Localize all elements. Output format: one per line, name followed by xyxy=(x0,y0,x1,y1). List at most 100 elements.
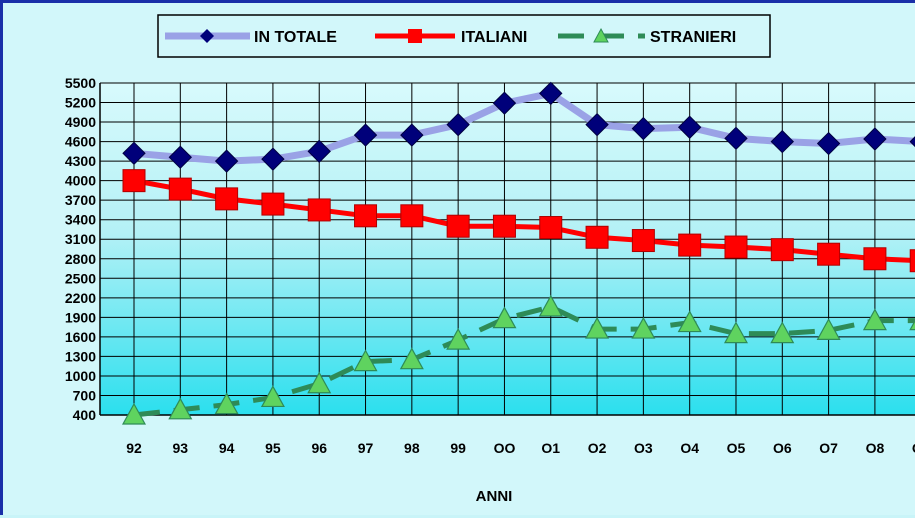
point-stranieri-O5 xyxy=(723,321,749,344)
point-stranieri-O7 xyxy=(816,318,841,340)
point-totale-O8 xyxy=(863,127,887,151)
y-tick-label: 700 xyxy=(73,387,97,403)
point-italiani-95 xyxy=(261,192,285,216)
point-italiani-O6 xyxy=(770,238,794,262)
line-chart: 400 700 1000 1300 1600 1900 2200 2500 2800 3100 34… xyxy=(65,14,915,505)
point-italiani-O8 xyxy=(863,247,887,271)
point-italiani-96 xyxy=(307,198,331,222)
point-italiani-O9 xyxy=(909,249,915,273)
y-tick-label: 4900 xyxy=(65,114,96,130)
point-italiani-OO xyxy=(492,214,516,238)
y-tick-label: 2500 xyxy=(65,270,96,286)
x-tick-label: O4 xyxy=(680,440,699,456)
point-italiani-O5 xyxy=(724,235,748,259)
point-totale-O1 xyxy=(539,81,563,106)
x-tick-label: 94 xyxy=(219,440,235,456)
x-tick-label: 99 xyxy=(450,440,466,456)
y-tick-label: 400 xyxy=(73,407,97,423)
point-stranieri-98 xyxy=(399,347,424,370)
point-totale-O4 xyxy=(677,115,702,139)
x-tick-label: 93 xyxy=(173,440,189,456)
legend-marker-stranieri xyxy=(593,27,609,43)
point-italiani-O2 xyxy=(585,225,609,249)
point-stranieri-OO xyxy=(492,306,517,329)
point-totale-O2 xyxy=(585,112,609,137)
x-tick-label: 98 xyxy=(404,440,420,456)
y-tick-label: 2200 xyxy=(65,290,96,306)
y-tick-label: 1600 xyxy=(65,329,96,345)
point-stranieri-O6 xyxy=(770,321,795,344)
point-totale-92 xyxy=(122,141,146,166)
x-axis-ticks: 92 93 94 95 96 97 98 99 OO O1 O2 O3 O4 O5 O6 O7 O8 O9 xyxy=(126,440,915,456)
point-italiani-92 xyxy=(122,169,146,193)
y-tick-label: 3400 xyxy=(65,212,96,228)
series-line-stranieri xyxy=(133,304,915,418)
point-italiani-93 xyxy=(168,177,192,201)
y-tick-label: 1900 xyxy=(65,309,96,325)
point-totale-O3 xyxy=(631,116,656,141)
point-stranieri-99 xyxy=(446,327,471,350)
point-italiani-97 xyxy=(354,204,378,228)
point-totale-99 xyxy=(446,112,470,137)
point-totale-O5 xyxy=(724,126,748,151)
point-stranieri-93 xyxy=(168,397,193,420)
point-totale-94 xyxy=(214,149,239,173)
y-tick-label: 4300 xyxy=(65,153,96,169)
point-totale-98 xyxy=(400,123,424,147)
point-stranieri-97 xyxy=(353,349,378,372)
point-stranieri-O4 xyxy=(677,310,702,333)
point-italiani-O7 xyxy=(817,242,841,266)
series-stranieri xyxy=(121,294,915,425)
series-layer xyxy=(121,81,915,425)
point-totale-96 xyxy=(307,139,331,164)
point-totale-97 xyxy=(353,123,378,147)
point-stranieri-O8 xyxy=(862,308,887,331)
x-tick-label: 97 xyxy=(358,440,374,456)
x-tick-label: 95 xyxy=(265,440,281,456)
point-italiani-94 xyxy=(215,187,239,211)
x-tick-label: OO xyxy=(494,440,516,456)
point-totale-O7 xyxy=(816,131,841,156)
point-totale-OO xyxy=(492,91,517,115)
point-stranieri-96 xyxy=(307,371,332,394)
point-italiani-99 xyxy=(446,214,470,238)
point-italiani-O4 xyxy=(678,233,702,257)
point-italiani-O1 xyxy=(539,216,563,240)
series-totale xyxy=(122,81,915,173)
x-tick-label: O3 xyxy=(634,440,653,456)
x-tick-label: O9 xyxy=(912,440,915,456)
x-tick-label: O8 xyxy=(866,440,885,456)
y-tick-label: 3700 xyxy=(65,192,96,208)
y-tick-label: 4600 xyxy=(65,134,96,150)
legend-label-totale: IN TOTALE xyxy=(254,29,337,46)
point-stranieri-95 xyxy=(260,385,285,408)
y-tick-label: 4000 xyxy=(65,173,96,189)
legend-label-stranieri: STRANIERI xyxy=(650,29,736,46)
point-stranieri-O2 xyxy=(585,316,610,339)
y-tick-label: 3100 xyxy=(65,231,96,247)
x-tick-label: O1 xyxy=(541,440,560,456)
legend-label-italiani: ITALIANI xyxy=(461,29,527,46)
y-tick-label: 2800 xyxy=(65,251,96,267)
point-stranieri-O1 xyxy=(538,294,563,317)
point-stranieri-O3 xyxy=(631,316,656,339)
point-italiani-98 xyxy=(400,204,424,228)
point-stranieri-92 xyxy=(121,402,147,425)
y-axis-ticks: 400 700 1000 1300 1600 1900 2200 2500 2800 3100 34… xyxy=(65,75,96,423)
point-totale-O6 xyxy=(770,129,795,154)
point-stranieri-O9 xyxy=(909,319,915,331)
y-tick-label: 1000 xyxy=(65,368,96,384)
legend-box xyxy=(157,14,771,58)
legend-marker-italiani xyxy=(408,29,422,43)
point-stranieri-94 xyxy=(214,392,239,415)
x-axis-title: ANNI xyxy=(476,488,513,505)
x-tick-label: 92 xyxy=(126,440,142,456)
y-tick-label: 1300 xyxy=(65,348,96,364)
x-tick-label: O7 xyxy=(819,440,838,456)
point-totale-O9 xyxy=(909,136,915,148)
x-tick-label: 96 xyxy=(311,440,327,456)
point-totale-93 xyxy=(168,145,193,169)
series-italiani xyxy=(122,169,915,273)
x-tick-label: O6 xyxy=(773,440,792,456)
